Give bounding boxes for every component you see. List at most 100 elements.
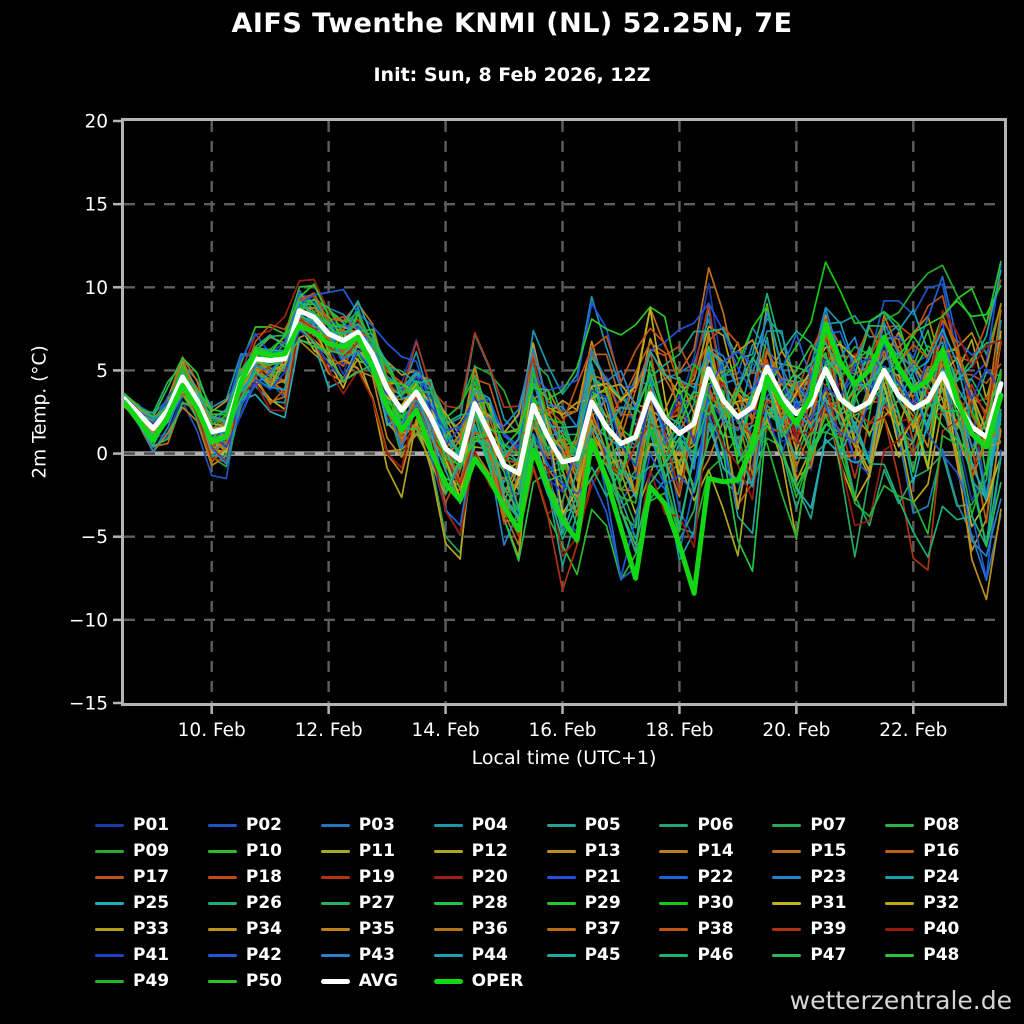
legend-swatch-P48 [885, 953, 915, 957]
legend-item-P06: P06 [659, 816, 772, 834]
x-axis-label: Local time (UTC+1) [471, 747, 657, 769]
legend-label-P11: P11 [358, 840, 395, 861]
legend-label-P41: P41 [133, 944, 170, 965]
legend-swatch-P46 [659, 953, 689, 957]
legend-item-P42: P42 [207, 944, 321, 965]
ensemble-plot: 20 15 10 5 0 −5 −10 −15 10. Feb 12. Feb 14. Feb 16.… [69, 112, 1007, 741]
legend-item-P37: P37 [546, 918, 660, 939]
legend-label-P26: P26 [245, 892, 283, 913]
legend-item-P45: P45 [546, 944, 660, 965]
legend-label-P28: P28 [471, 892, 508, 913]
legend-label-P16: P16 [923, 840, 960, 861]
legend-item-P32: P32 [885, 894, 998, 912]
legend-swatch-P36 [433, 927, 463, 931]
legend-item-P03: P03 [320, 814, 434, 835]
legend-item-P46: P46 [659, 944, 772, 965]
legend-swatch-P25 [95, 901, 124, 905]
legend-label-P10: P10 [245, 840, 283, 861]
series-P34 [123, 329, 1002, 601]
legend-swatch-P09 [95, 849, 124, 853]
legend-item-P04: P04 [433, 814, 547, 835]
legend-label-P36: P36 [471, 918, 508, 939]
legend-swatch-P15 [772, 849, 802, 853]
legend-label-P21: P21 [584, 866, 621, 887]
legend-label-P44: P44 [471, 944, 508, 965]
legend-label-P03: P03 [358, 814, 395, 835]
legend-label-P13: P13 [584, 840, 621, 861]
legend-item-P05: P05 [546, 814, 660, 835]
series-P47 [123, 324, 1002, 548]
series-OPER [121, 321, 1004, 596]
legend-item-P14: P14 [659, 842, 772, 860]
legend-item-P34: P34 [207, 920, 321, 938]
series-P43 [123, 307, 1002, 558]
legend-item-P11: P11 [320, 840, 434, 861]
watermark: wetterzentrale.de [789, 986, 1012, 1015]
legend-item-P22: P22 [659, 868, 772, 886]
legend-item-P26: P26 [207, 892, 321, 913]
legend-label-P35: P35 [358, 918, 395, 939]
legend-label-P47: P47 [810, 944, 847, 965]
plot-frame [121, 118, 1007, 706]
legend-label-P40: P40 [923, 918, 960, 939]
legend-item-P02: P02 [207, 816, 321, 834]
legend-swatch-P13 [546, 849, 576, 853]
legend-label-P05: P05 [584, 814, 621, 835]
legend-swatch-P06 [659, 823, 689, 827]
series-P42 [123, 288, 1002, 580]
legend-swatch-P30 [659, 901, 689, 905]
legend-label-P17: P17 [133, 866, 170, 887]
legend-item-P21: P21 [546, 866, 660, 887]
y-tick-label: 5 [96, 361, 108, 382]
legend-swatch-P01 [95, 823, 124, 827]
legend-item-P13: P13 [546, 840, 660, 861]
legend-swatch-P33 [95, 927, 124, 931]
legend-swatch-P35 [320, 927, 350, 931]
x-tick-label: 10. Feb [178, 720, 246, 741]
legend: P01 P02 P03 P04 P05 P06 P07 P08 P09 P10 P11 P12 P13 P… [95, 812, 998, 994]
legend-swatch-P18 [207, 875, 237, 879]
legend-swatch-P47 [772, 953, 802, 957]
legend-label-P04: P04 [471, 814, 508, 835]
legend-label-P27: P27 [358, 892, 395, 913]
legend-label-P31: P31 [810, 892, 847, 913]
legend-label-AVG: AVG [358, 970, 398, 991]
x-tick-label: 12. Feb [295, 720, 363, 741]
legend-item-P08: P08 [885, 816, 998, 834]
legend-label-P30: P30 [697, 892, 734, 913]
legend-swatch-P40 [885, 927, 915, 931]
legend-label-P33: P33 [133, 918, 170, 939]
legend-label-P50: P50 [245, 970, 283, 991]
legend-item-P17: P17 [95, 866, 208, 887]
legend-label-P23: P23 [810, 866, 847, 887]
legend-item-P23: P23 [772, 866, 885, 887]
legend-swatch-P05 [546, 823, 576, 827]
legend-item-P40: P40 [885, 918, 998, 939]
x-tick-label: 18. Feb [645, 720, 713, 741]
y-tick-label: −10 [69, 610, 108, 631]
legend-swatch-P02 [207, 823, 237, 827]
legend-item-P31: P31 [772, 892, 885, 913]
legend-item-P24: P24 [885, 868, 998, 886]
legend-label-P42: P42 [245, 944, 283, 965]
legend-item-P36: P36 [433, 918, 547, 939]
series-P46 [123, 315, 1002, 558]
legend-swatch-P12 [433, 849, 463, 853]
legend-label-P20: P20 [471, 866, 508, 887]
legend-swatch-P19 [320, 875, 350, 879]
legend-label-P37: P37 [584, 918, 621, 939]
legend-item-P09: P09 [95, 842, 208, 860]
series-AVG [121, 308, 1004, 476]
y-tick-label: −15 [69, 694, 108, 715]
legend-swatch-P16 [885, 849, 915, 853]
legend-item-P01: P01 [95, 816, 208, 834]
legend-label-P45: P45 [584, 944, 621, 965]
legend-item-P10: P10 [207, 840, 321, 861]
legend-swatch-P03 [320, 823, 350, 827]
legend-label-OPER: OPER [471, 970, 524, 991]
series-P35 [123, 303, 1002, 498]
legend-swatch-P37 [546, 927, 576, 931]
legend-swatch-P24 [885, 875, 915, 879]
legend-label-P46: P46 [697, 944, 734, 965]
legend-item-P41: P41 [95, 944, 208, 965]
